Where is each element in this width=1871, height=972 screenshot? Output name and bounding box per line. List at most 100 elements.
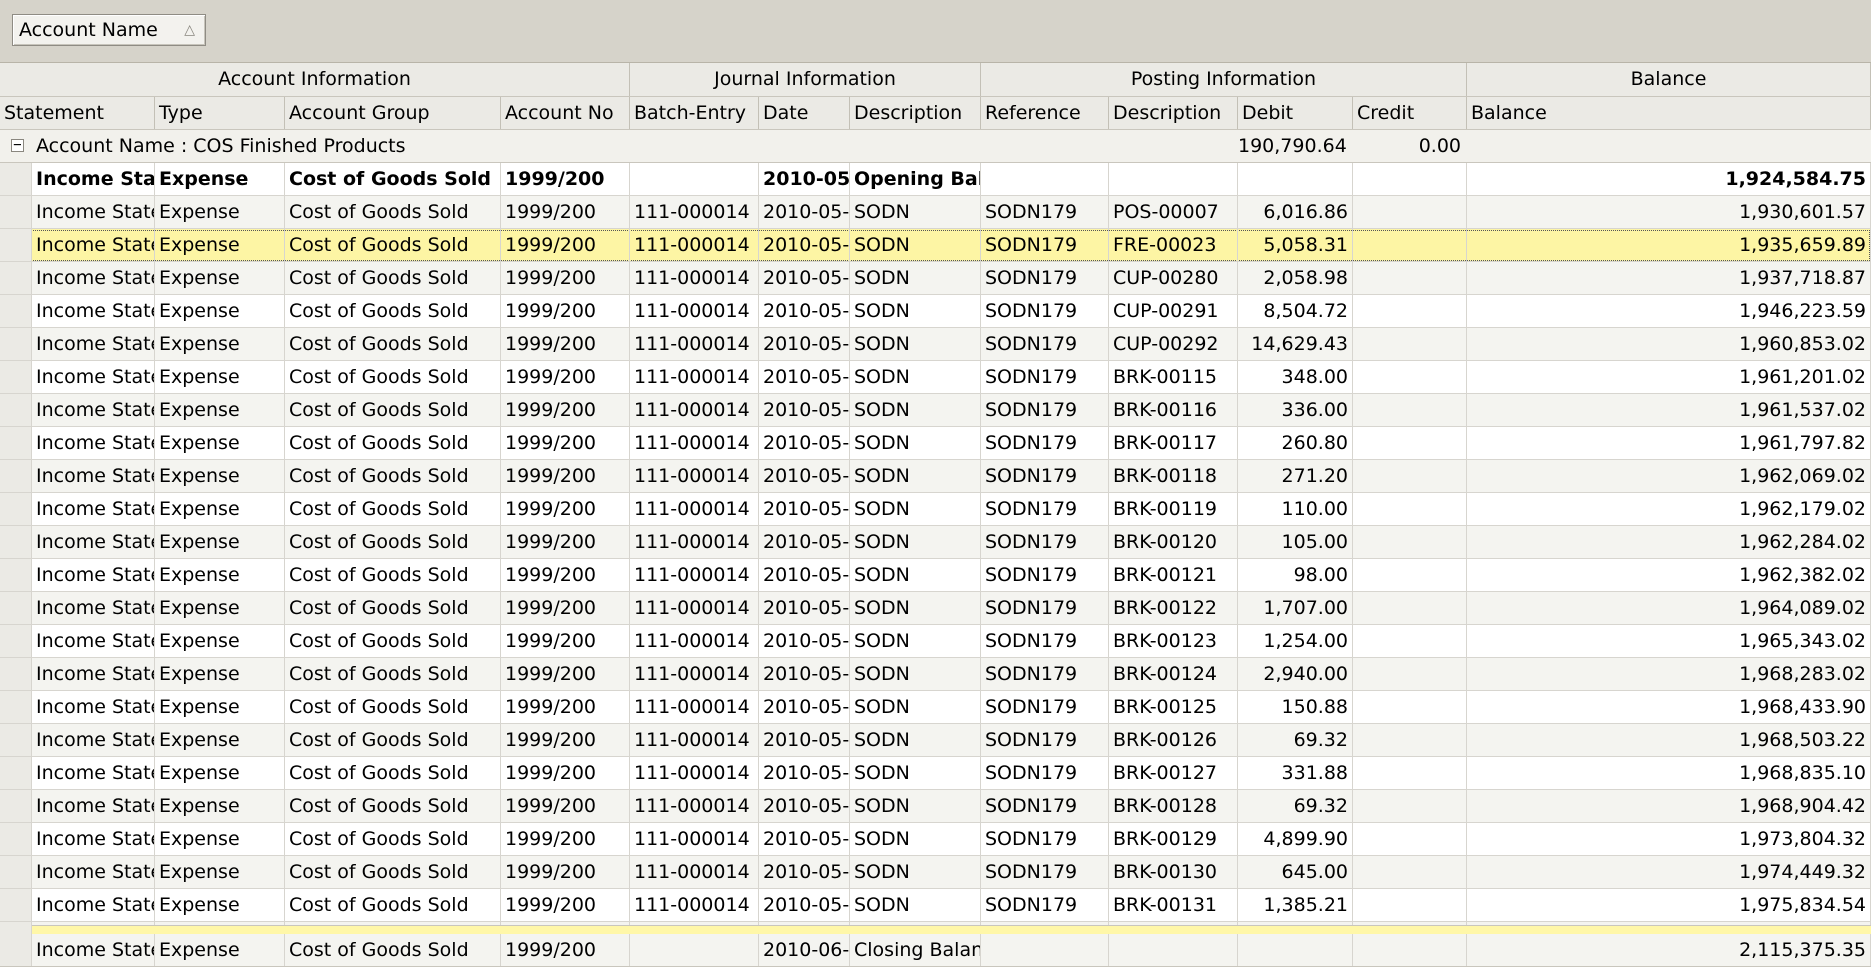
- cell-reference[interactable]: SODN179: [981, 856, 1109, 888]
- table-row[interactable]: Income StatementExpenseCost of Goods Sol…: [0, 427, 1871, 460]
- cell-batch-entry[interactable]: 111-000014: [630, 823, 759, 855]
- cell-batch-entry[interactable]: 111-000014: [630, 493, 759, 525]
- cell-debit[interactable]: 2,940.00: [1238, 658, 1353, 690]
- cell-type[interactable]: Expense: [155, 493, 285, 525]
- cell-balance[interactable]: 1,968,283.02: [1467, 658, 1871, 690]
- cell-credit[interactable]: [1353, 361, 1467, 393]
- cell-reference[interactable]: SODN179: [981, 295, 1109, 327]
- cell-balance[interactable]: 1,975,834.54: [1467, 889, 1871, 921]
- cell-debit[interactable]: [1238, 163, 1353, 195]
- cell-posting-description[interactable]: CUP-00280: [1109, 262, 1238, 294]
- cell-journal-description[interactable]: SODN: [850, 460, 981, 492]
- cell-account-group[interactable]: Cost of Goods Sold: [285, 724, 501, 756]
- cell-type[interactable]: Expense: [155, 328, 285, 360]
- cell-type[interactable]: Expense: [155, 658, 285, 690]
- cell-reference[interactable]: SODN179: [981, 757, 1109, 789]
- cell-posting-description[interactable]: BRK-00119: [1109, 493, 1238, 525]
- cell-type[interactable]: Expense: [155, 889, 285, 921]
- cell-credit[interactable]: [1353, 427, 1467, 459]
- cell-balance[interactable]: 1,965,343.02: [1467, 625, 1871, 657]
- cell-account-no[interactable]: 1999/200: [501, 295, 630, 327]
- cell-debit[interactable]: 4,899.90: [1238, 823, 1353, 855]
- cell-batch-entry[interactable]: 111-000014: [630, 229, 759, 261]
- cell-type[interactable]: Expense: [155, 757, 285, 789]
- cell-date[interactable]: 2010-05-01: [759, 163, 850, 195]
- cell-credit[interactable]: [1353, 889, 1467, 921]
- cell-balance[interactable]: 1,968,503.22: [1467, 724, 1871, 756]
- cell-credit[interactable]: [1353, 856, 1467, 888]
- cell-statement[interactable]: Income Statement: [32, 460, 155, 492]
- cell-journal-description[interactable]: SODN: [850, 427, 981, 459]
- table-row[interactable]: Income StatementExpenseCost of Goods Sol…: [0, 559, 1871, 592]
- cell-date[interactable]: 2010-05-03: [759, 724, 850, 756]
- cell-posting-description[interactable]: BRK-00128: [1109, 790, 1238, 822]
- closing-balance-row[interactable]: Income StatementExpenseCost of Goods Sol…: [0, 934, 1871, 967]
- cell-debit[interactable]: 105.00: [1238, 526, 1353, 558]
- cell-credit[interactable]: [1353, 790, 1467, 822]
- cell-debit[interactable]: 6,016.86: [1238, 196, 1353, 228]
- cell-statement[interactable]: Income Statement: [32, 262, 155, 294]
- cell-date[interactable]: 2010-05-03: [759, 691, 850, 723]
- table-row[interactable]: Income StatementExpenseCost of Goods Sol…: [0, 229, 1871, 262]
- cell-account-group[interactable]: Cost of Goods Sold: [285, 427, 501, 459]
- cell-account-no[interactable]: 1999/200: [501, 625, 630, 657]
- cell-type[interactable]: Expense: [155, 724, 285, 756]
- cell-account-group[interactable]: Cost of Goods Sold: [285, 790, 501, 822]
- cell-posting-description[interactable]: BRK-00130: [1109, 856, 1238, 888]
- cell-account-no[interactable]: 1999/200: [501, 196, 630, 228]
- cell-statement[interactable]: Income Statement: [32, 625, 155, 657]
- cell-type[interactable]: Expense: [155, 394, 285, 426]
- cell-credit[interactable]: [1353, 229, 1467, 261]
- cell-account-group[interactable]: Cost of Goods Sold: [285, 559, 501, 591]
- cell-account-no[interactable]: 1999/200: [501, 262, 630, 294]
- cell-statement[interactable]: Income Statement: [32, 934, 155, 966]
- cell-account-no[interactable]: 1999/200: [501, 163, 630, 195]
- cell-posting-description[interactable]: BRK-00116: [1109, 394, 1238, 426]
- table-row[interactable]: Income StatementExpenseCost of Goods Sol…: [0, 856, 1871, 889]
- cell-date[interactable]: 2010-05-03: [759, 229, 850, 261]
- cell-batch-entry[interactable]: 111-000014: [630, 724, 759, 756]
- cell-debit[interactable]: 8,504.72: [1238, 295, 1353, 327]
- cell-type[interactable]: Expense: [155, 526, 285, 558]
- cell-balance[interactable]: 2,115,375.35: [1467, 934, 1871, 966]
- cell-credit[interactable]: [1353, 493, 1467, 525]
- cell-credit[interactable]: [1353, 295, 1467, 327]
- cell-posting-description[interactable]: BRK-00124: [1109, 658, 1238, 690]
- cell-batch-entry[interactable]: 111-000014: [630, 691, 759, 723]
- cell-balance[interactable]: 1,962,284.02: [1467, 526, 1871, 558]
- cell-journal-description[interactable]: SODN: [850, 526, 981, 558]
- cell-journal-description[interactable]: SODN: [850, 724, 981, 756]
- cell-account-no[interactable]: 1999/200: [501, 361, 630, 393]
- cell-debit[interactable]: 1,385.21: [1238, 889, 1353, 921]
- cell-account-no[interactable]: 1999/200: [501, 460, 630, 492]
- cell-type[interactable]: Expense: [155, 163, 285, 195]
- table-row[interactable]: Income StatementExpenseCost of Goods Sol…: [0, 196, 1871, 229]
- table-row[interactable]: Income StatementExpenseCost of Goods Sol…: [0, 658, 1871, 691]
- column-header-batch-entry[interactable]: Batch-Entry: [630, 97, 759, 129]
- cell-posting-description[interactable]: CUP-00292: [1109, 328, 1238, 360]
- cell-posting-description[interactable]: BRK-00125: [1109, 691, 1238, 723]
- cell-journal-description[interactable]: SODN: [850, 196, 981, 228]
- cell-credit[interactable]: [1353, 526, 1467, 558]
- cell-account-no[interactable]: 1999/200: [501, 559, 630, 591]
- cell-account-no[interactable]: 1999/200: [501, 394, 630, 426]
- cell-date[interactable]: 2010-05-03: [759, 394, 850, 426]
- cell-date[interactable]: 2010-05-03: [759, 592, 850, 624]
- cell-journal-description[interactable]: SODN: [850, 295, 981, 327]
- cell-statement[interactable]: Income Statement: [32, 757, 155, 789]
- table-row[interactable]: Income StatementExpenseCost of Goods Sol…: [0, 262, 1871, 295]
- cell-debit[interactable]: 271.20: [1238, 460, 1353, 492]
- column-header-account-group[interactable]: Account Group: [285, 97, 501, 129]
- cell-account-group[interactable]: Cost of Goods Sold: [285, 262, 501, 294]
- cell-balance[interactable]: 1,961,797.82: [1467, 427, 1871, 459]
- cell-statement[interactable]: Income Statement: [32, 229, 155, 261]
- cell-date[interactable]: 2010-05-03: [759, 889, 850, 921]
- cell-account-group[interactable]: Cost of Goods Sold: [285, 934, 501, 966]
- cell-balance[interactable]: 1,935,659.89: [1467, 229, 1871, 261]
- cell-type[interactable]: Expense: [155, 229, 285, 261]
- cell-reference[interactable]: SODN179: [981, 328, 1109, 360]
- cell-batch-entry[interactable]: 111-000014: [630, 658, 759, 690]
- column-header-type[interactable]: Type: [155, 97, 285, 129]
- cell-journal-description[interactable]: SODN: [850, 592, 981, 624]
- column-header-date[interactable]: Date: [759, 97, 850, 129]
